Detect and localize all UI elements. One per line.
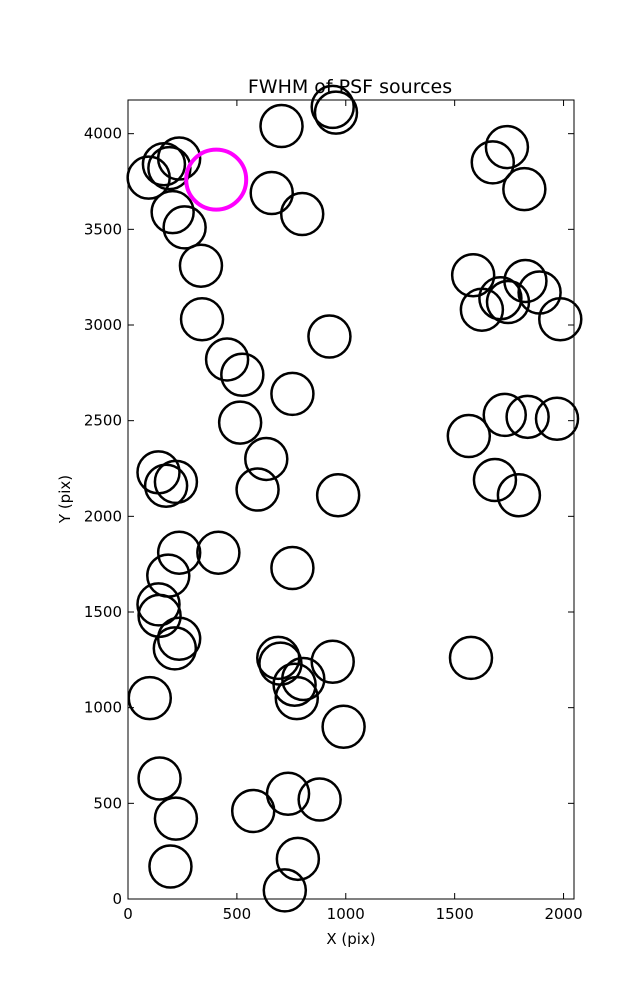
psf-source-marker [272, 662, 317, 707]
x-tick-label: 1500 [436, 905, 474, 923]
psf-source-marker [310, 84, 355, 130]
axis-ticks: 0 500 1000 1500 2000 0 500 1000 1500 2000 2500 3000… [84, 100, 583, 923]
psf-source-marker [127, 675, 173, 721]
psf-source-marker [274, 675, 320, 721]
psf-source-marker [146, 553, 191, 598]
psf-source-marker [279, 191, 325, 237]
psf-source-marker [244, 436, 289, 482]
plot-frame [127, 99, 575, 900]
psf-source-marker [136, 582, 181, 627]
psf-source-marker [249, 170, 294, 216]
x-tick-label: 1000 [327, 905, 365, 923]
y-tick-label: 3000 [84, 316, 122, 334]
psf-source-marker [321, 704, 366, 750]
x-tick-label: 2000 [544, 905, 582, 923]
psf-source-marker [262, 868, 308, 913]
y-tick-label: 3500 [84, 220, 122, 238]
y-tick-label: 0 [112, 890, 122, 908]
y-axis-label: Y (pix) [56, 475, 74, 524]
psf-source-marker [270, 371, 315, 417]
psf-source-marker [153, 459, 199, 505]
psf-source-marker [505, 394, 550, 440]
psf-source-marker [153, 796, 199, 841]
psf-source-marker [503, 258, 548, 304]
psf-source-marker [178, 243, 224, 288]
psf-source-marker [538, 297, 583, 342]
psf-source-marker [307, 314, 352, 359]
psf-source-marker [470, 140, 516, 185]
psf-source-marker [179, 297, 225, 342]
psf-source-marker [143, 463, 189, 508]
psf-source-marker [259, 103, 304, 149]
psf-source-marker [137, 593, 182, 639]
psf-source-marker [235, 467, 280, 512]
psf-source-marker [482, 392, 527, 438]
psf-source-marker [156, 136, 202, 181]
psf-source-marker [496, 473, 542, 518]
psf-source-marker [162, 205, 207, 250]
psf-source-marker [275, 836, 321, 882]
psf-source-marker [156, 616, 202, 662]
x-tick-label: 0 [123, 905, 133, 923]
psf-source-marker [313, 90, 359, 135]
chart-title: FWHM of PSF sources [248, 76, 452, 98]
y-tick-label: 2500 [84, 412, 122, 430]
psf-source-marker [265, 771, 311, 817]
psf-source-marker [204, 337, 250, 382]
psf-source-marker [448, 635, 494, 681]
psf-source-marker [196, 530, 241, 575]
y-tick-label: 500 [93, 794, 122, 812]
psf-source-marker [148, 844, 193, 889]
psf-source-marker [217, 400, 263, 445]
y-tick-label: 1000 [84, 699, 122, 717]
x-tick-label: 500 [223, 905, 252, 923]
psf-source-marker [446, 413, 492, 459]
plot-markers [126, 84, 583, 913]
psf-source-marker [484, 124, 530, 170]
psf-source-marker [472, 457, 518, 503]
y-tick-label: 2000 [84, 507, 122, 525]
psf-source-marker [156, 530, 202, 575]
psf-source-marker [517, 270, 562, 315]
psf-source-marker [297, 777, 342, 822]
y-tick-label: 1500 [84, 603, 122, 621]
psf-source-marker [150, 189, 195, 235]
psf-source-marker [220, 352, 265, 398]
psf-source-marker [478, 275, 523, 321]
psf-source-marker [281, 656, 326, 702]
y-tick-label: 4000 [84, 125, 122, 143]
psf-source-marker [152, 626, 198, 671]
psf-source-marker [315, 473, 361, 518]
highlighted-psf-source [184, 147, 249, 212]
x-axis-label: X (pix) [326, 930, 375, 948]
psf-source-marker [137, 756, 182, 801]
psf-source-marker [450, 253, 496, 298]
psf-source-marker [270, 545, 315, 591]
psf-source-marker [310, 639, 355, 684]
psf-source-marker [534, 396, 580, 442]
psf-source-marker [502, 166, 547, 212]
